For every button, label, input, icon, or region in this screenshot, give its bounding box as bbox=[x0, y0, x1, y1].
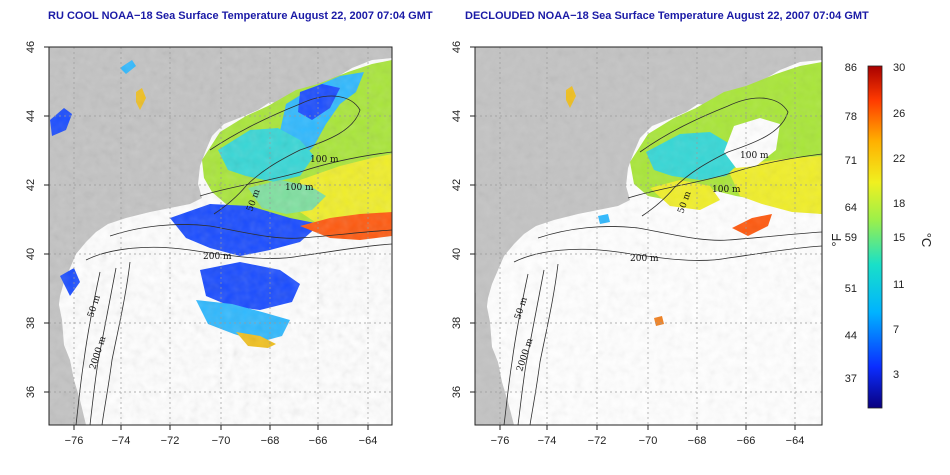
f-tick-label: 44 bbox=[845, 330, 857, 342]
contour-label: 100 m bbox=[712, 185, 741, 195]
f-tick-label: 71 bbox=[845, 155, 857, 167]
c-tick-label: 11 bbox=[893, 279, 904, 291]
colorbar: 86 78 71 64 59 51 44 37 30 26 22 18 15 1… bbox=[829, 62, 934, 409]
c-tick-label: 18 bbox=[893, 198, 905, 210]
y-tick-label: 38 bbox=[25, 317, 37, 329]
contour-label: 100 m bbox=[740, 151, 769, 161]
right-map-gridlines bbox=[475, 47, 822, 425]
y-tick-label: 40 bbox=[25, 248, 37, 260]
x-tick-label: −68 bbox=[261, 435, 280, 447]
right-map-isobaths bbox=[503, 97, 822, 425]
c-tick-label: 22 bbox=[893, 153, 905, 165]
x-tick-label: −76 bbox=[491, 435, 510, 447]
right-map-axes bbox=[470, 46, 796, 430]
x-tick-label: −74 bbox=[538, 435, 557, 447]
f-tick-label: 64 bbox=[845, 202, 857, 214]
x-tick-label: −64 bbox=[359, 435, 378, 447]
c-tick-label: 30 bbox=[893, 62, 905, 74]
y-tick-label: 42 bbox=[25, 179, 37, 191]
right-map-x-ticks: −76 −74 −72 −70 −68 −66 −64 bbox=[491, 435, 805, 447]
x-tick-label: −64 bbox=[786, 435, 805, 447]
left-map-x-ticks: −76 −74 −72 −70 −68 −66 −64 bbox=[65, 435, 378, 447]
left-map-axes bbox=[44, 46, 369, 430]
colorbar-gradient bbox=[867, 65, 883, 409]
f-tick-label: 59 bbox=[845, 232, 857, 244]
x-tick-label: −74 bbox=[112, 435, 131, 447]
contour-label: 100 m bbox=[310, 155, 339, 165]
y-tick-label: 36 bbox=[25, 386, 37, 398]
left-map-y-ticks: 46 44 42 40 38 36 bbox=[25, 41, 37, 398]
x-tick-label: −72 bbox=[588, 435, 607, 447]
y-tick-label: 44 bbox=[451, 110, 463, 122]
f-tick-label: 86 bbox=[845, 62, 857, 74]
f-tick-label: 37 bbox=[845, 373, 857, 385]
y-tick-label: 46 bbox=[451, 41, 463, 53]
x-tick-label: −70 bbox=[639, 435, 658, 447]
x-tick-label: −76 bbox=[65, 435, 84, 447]
left-map-isobaths bbox=[75, 95, 392, 425]
c-tick-label: 3 bbox=[893, 369, 899, 381]
left-map-title: RU COOL NOAA−18 Sea Surface Temperature … bbox=[48, 10, 433, 22]
x-tick-label: −70 bbox=[212, 435, 231, 447]
y-tick-label: 42 bbox=[451, 179, 463, 191]
y-tick-label: 40 bbox=[451, 248, 463, 260]
x-tick-label: −72 bbox=[161, 435, 180, 447]
left-map: 100 m 100 m 50 m 200 m 50 m 2000 m bbox=[49, 47, 392, 425]
x-tick-label: −68 bbox=[688, 435, 707, 447]
contour-label: 100 m bbox=[285, 183, 314, 193]
contour-label: 200 m bbox=[630, 254, 659, 264]
celsius-unit-label: °C bbox=[919, 233, 934, 248]
c-tick-label: 15 bbox=[893, 232, 905, 244]
right-map-y-ticks: 46 44 42 40 38 36 bbox=[451, 41, 463, 398]
left-map-gridlines bbox=[49, 47, 392, 425]
x-tick-label: −66 bbox=[309, 435, 328, 447]
f-tick-label: 78 bbox=[845, 111, 857, 123]
contour-label: 200 m bbox=[203, 252, 232, 262]
y-tick-label: 38 bbox=[451, 317, 463, 329]
fahrenheit-unit-label: °F bbox=[829, 233, 844, 246]
f-tick-label: 51 bbox=[845, 283, 857, 295]
c-tick-label: 7 bbox=[893, 324, 899, 336]
c-tick-label: 26 bbox=[893, 108, 905, 120]
x-tick-label: −66 bbox=[737, 435, 756, 447]
colorbar-c-ticks: 30 26 22 18 15 11 7 3 bbox=[893, 62, 905, 381]
y-tick-label: 44 bbox=[25, 110, 37, 122]
colorbar-f-ticks: 86 78 71 64 59 51 44 37 bbox=[845, 62, 857, 385]
right-map: 100 m 100 m 50 m 200 m 50 m 2000 m bbox=[475, 47, 822, 425]
y-tick-label: 46 bbox=[25, 41, 37, 53]
right-map-title: DECLOUDED NOAA−18 Sea Surface Temperatur… bbox=[465, 10, 869, 22]
y-tick-label: 36 bbox=[451, 386, 463, 398]
